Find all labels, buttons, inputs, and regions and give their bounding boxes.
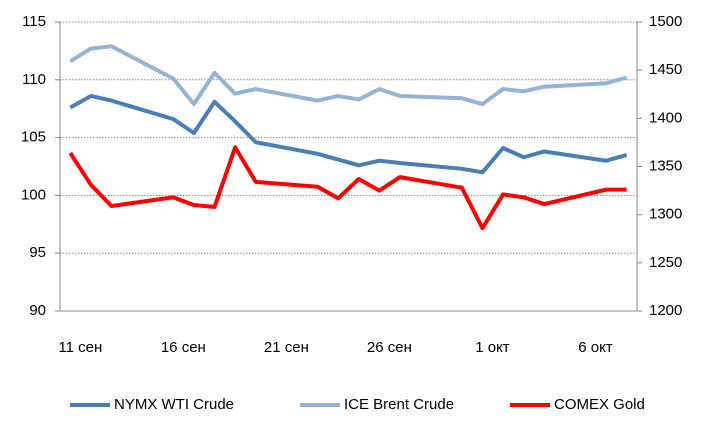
- y-tick-label: 90: [29, 302, 46, 319]
- legend-label: ICE Brent Crude: [344, 396, 454, 413]
- x-tick-label: 11 сен: [58, 339, 102, 356]
- series-line: [69, 93, 628, 175]
- y2-tick-label: 1350: [649, 157, 682, 174]
- y2-tick-label: 1300: [649, 206, 682, 223]
- series-line: [68, 145, 627, 231]
- y2-tick-label: 1450: [649, 61, 682, 78]
- y-tick-label: 110: [22, 71, 46, 88]
- legend-label: NYMX WTI Crude: [114, 396, 234, 413]
- y2-tick-label: 1250: [649, 254, 682, 271]
- x-tick-label: 16 сен: [161, 339, 206, 356]
- y-tick-label: 95: [29, 244, 46, 261]
- legend-label: COMEX Gold: [554, 396, 645, 413]
- x-tick-label: 6 окт: [578, 339, 613, 356]
- x-tick-label: 21 сен: [264, 339, 309, 356]
- y-tick-label: 105: [21, 129, 46, 146]
- y2-tick-label: 1500: [649, 13, 682, 30]
- y2-tick-label: 1200: [649, 302, 682, 319]
- x-tick-label: 26 сен: [367, 339, 412, 356]
- x-tick-label: 1 окт: [475, 339, 510, 356]
- y2-tick-label: 1400: [649, 109, 682, 126]
- y-tick-label: 115: [22, 13, 46, 30]
- y-tick-label: 100: [21, 186, 46, 203]
- series-line: [69, 44, 628, 107]
